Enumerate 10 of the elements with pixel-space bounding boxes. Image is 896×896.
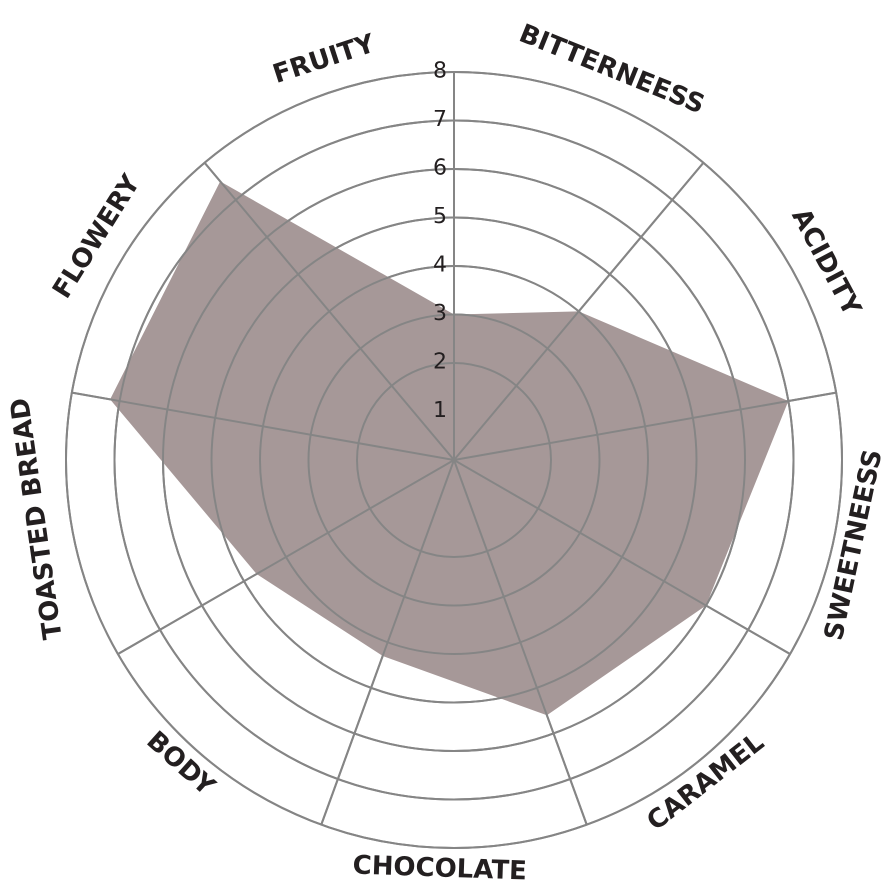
spoke-label: CHOCOLATE <box>352 850 528 887</box>
spoke-label: TOASTED BREAD <box>5 396 69 642</box>
y-tick-label: 8 <box>433 58 447 84</box>
y-tick-label: 1 <box>433 398 447 424</box>
y-tick-label: 7 <box>433 107 447 132</box>
y-tick-label: 5 <box>433 204 447 230</box>
y-tick-label: 4 <box>433 252 447 278</box>
y-tick-label: 3 <box>433 301 447 326</box>
y-tick-label: 6 <box>433 156 447 181</box>
y-tick-label: 2 <box>433 350 447 375</box>
